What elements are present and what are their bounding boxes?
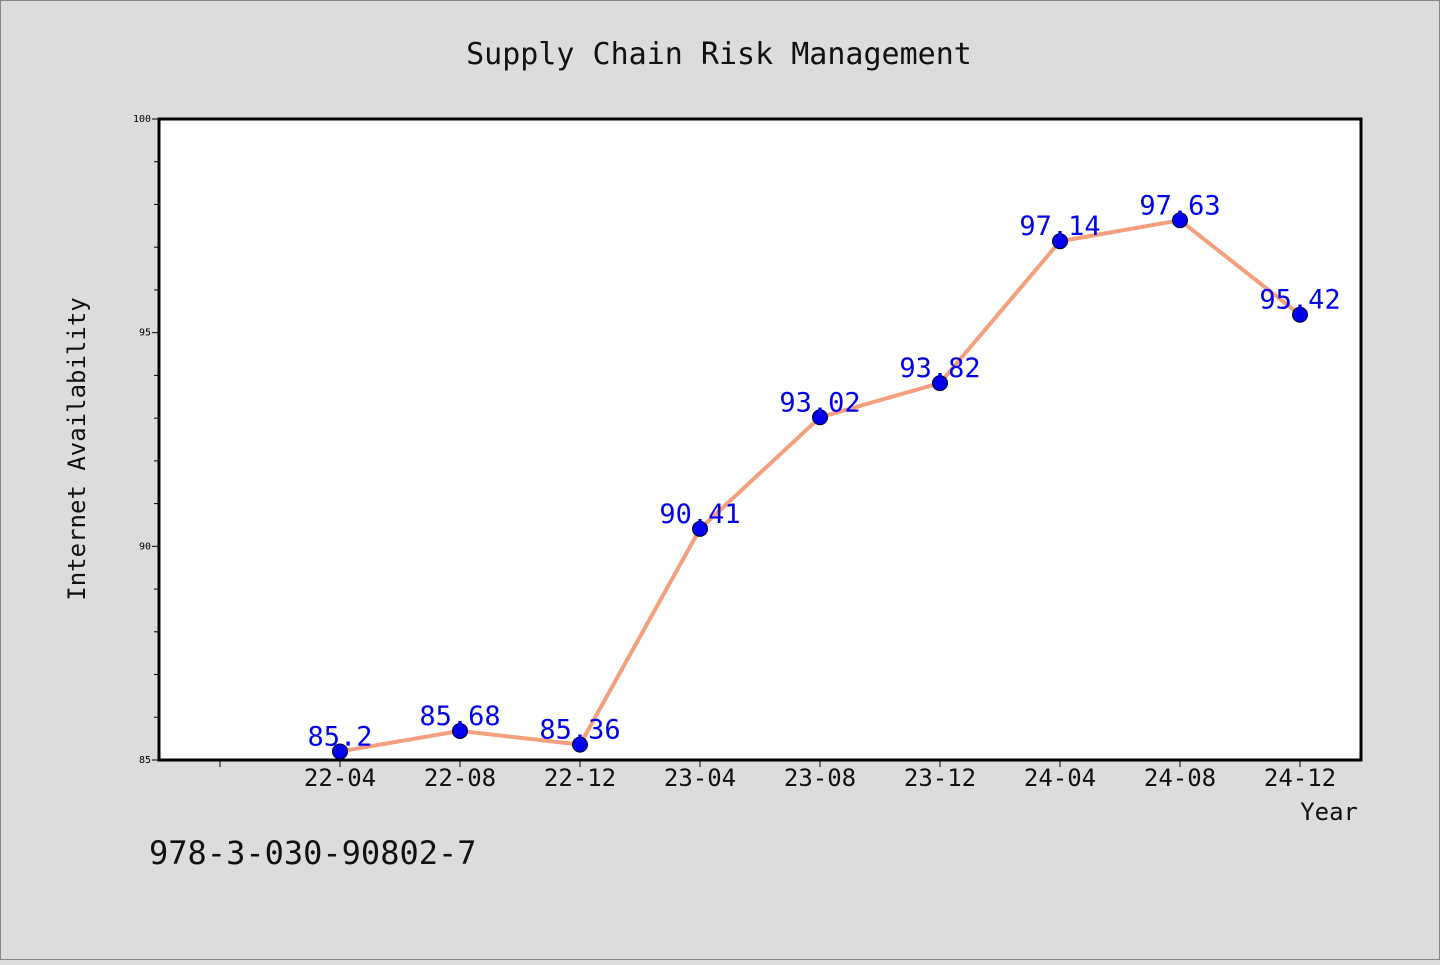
data-point xyxy=(932,375,948,392)
data-point xyxy=(572,736,588,753)
series-group: 85.2 85.68 85.36 90.41 93.02 93.82 97.14 97.63 9… xyxy=(307,190,1341,760)
x-tick-label: 23-08 xyxy=(784,764,856,792)
y-tick-label: 90 xyxy=(139,541,151,552)
x-tick-label: 24-08 xyxy=(1144,764,1216,792)
data-label: 97.14 xyxy=(1019,211,1100,242)
x-axis-label: Year xyxy=(1300,798,1358,826)
x-tick-label: 24-04 xyxy=(1024,764,1096,792)
data-point xyxy=(692,520,708,537)
y-tick-label: 85 xyxy=(139,755,151,766)
x-axis: 22-04 22-08 22-12 23-04 23-08 23-12 24-04 24-08… xyxy=(219,760,1336,792)
data-label: 93.82 xyxy=(899,353,980,384)
data-label: 90.41 xyxy=(659,499,740,530)
isbn-text: 978-3-030-90802-7 xyxy=(149,834,477,872)
y-tick-label: 95 xyxy=(139,328,151,339)
chart-title: Supply Chain Risk Management xyxy=(466,37,972,72)
data-label: 85.36 xyxy=(539,715,620,746)
data-point xyxy=(452,722,468,739)
plot-area xyxy=(157,117,1363,762)
x-tick-label: 22-04 xyxy=(304,764,376,792)
y-axis-label: Internet Availability xyxy=(63,297,91,600)
data-point xyxy=(1172,212,1188,229)
x-tick-label: 22-12 xyxy=(544,764,616,792)
data-point xyxy=(1292,306,1308,323)
y-axis: 85 90 95 100 xyxy=(133,114,159,766)
y-tick-label: 100 xyxy=(133,114,151,125)
x-tick-label: 24-12 xyxy=(1264,764,1336,792)
data-point xyxy=(332,743,348,760)
data-label: 85.2 xyxy=(307,721,372,752)
data-point xyxy=(1052,233,1068,250)
data-label: 93.02 xyxy=(779,387,860,418)
x-tick-label: 22-08 xyxy=(424,764,496,792)
x-tick-label: 23-12 xyxy=(904,764,976,792)
data-label: 95.42 xyxy=(1259,285,1340,316)
x-tick-label: 23-04 xyxy=(664,764,736,792)
data-label: 97.63 xyxy=(1139,190,1220,221)
data-point xyxy=(812,409,828,426)
data-label: 85.68 xyxy=(419,701,500,732)
